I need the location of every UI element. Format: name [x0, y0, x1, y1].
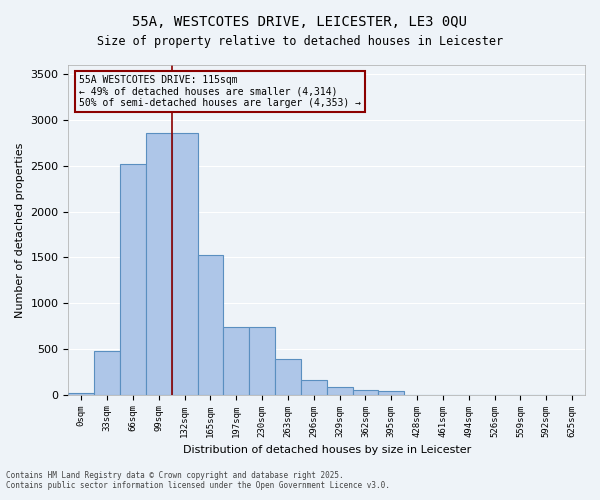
Bar [120, 164, 146, 394]
Bar [353, 390, 379, 394]
Bar [68, 393, 94, 394]
Bar [146, 133, 172, 394]
X-axis label: Distribution of detached houses by size in Leicester: Distribution of detached houses by size … [182, 445, 471, 455]
Bar [327, 388, 353, 394]
Text: Contains HM Land Registry data © Crown copyright and database right 2025.
Contai: Contains HM Land Registry data © Crown c… [6, 470, 390, 490]
Bar [172, 133, 197, 394]
Text: Size of property relative to detached houses in Leicester: Size of property relative to detached ho… [97, 35, 503, 48]
Bar [197, 254, 223, 394]
Bar [275, 360, 301, 394]
Bar [301, 380, 327, 394]
Bar [223, 327, 249, 394]
Bar [249, 327, 275, 394]
Y-axis label: Number of detached properties: Number of detached properties [15, 142, 25, 318]
Bar [379, 390, 404, 394]
Text: 55A, WESTCOTES DRIVE, LEICESTER, LE3 0QU: 55A, WESTCOTES DRIVE, LEICESTER, LE3 0QU [133, 15, 467, 29]
Bar [94, 350, 120, 395]
Text: 55A WESTCOTES DRIVE: 115sqm
← 49% of detached houses are smaller (4,314)
50% of : 55A WESTCOTES DRIVE: 115sqm ← 49% of det… [79, 75, 361, 108]
